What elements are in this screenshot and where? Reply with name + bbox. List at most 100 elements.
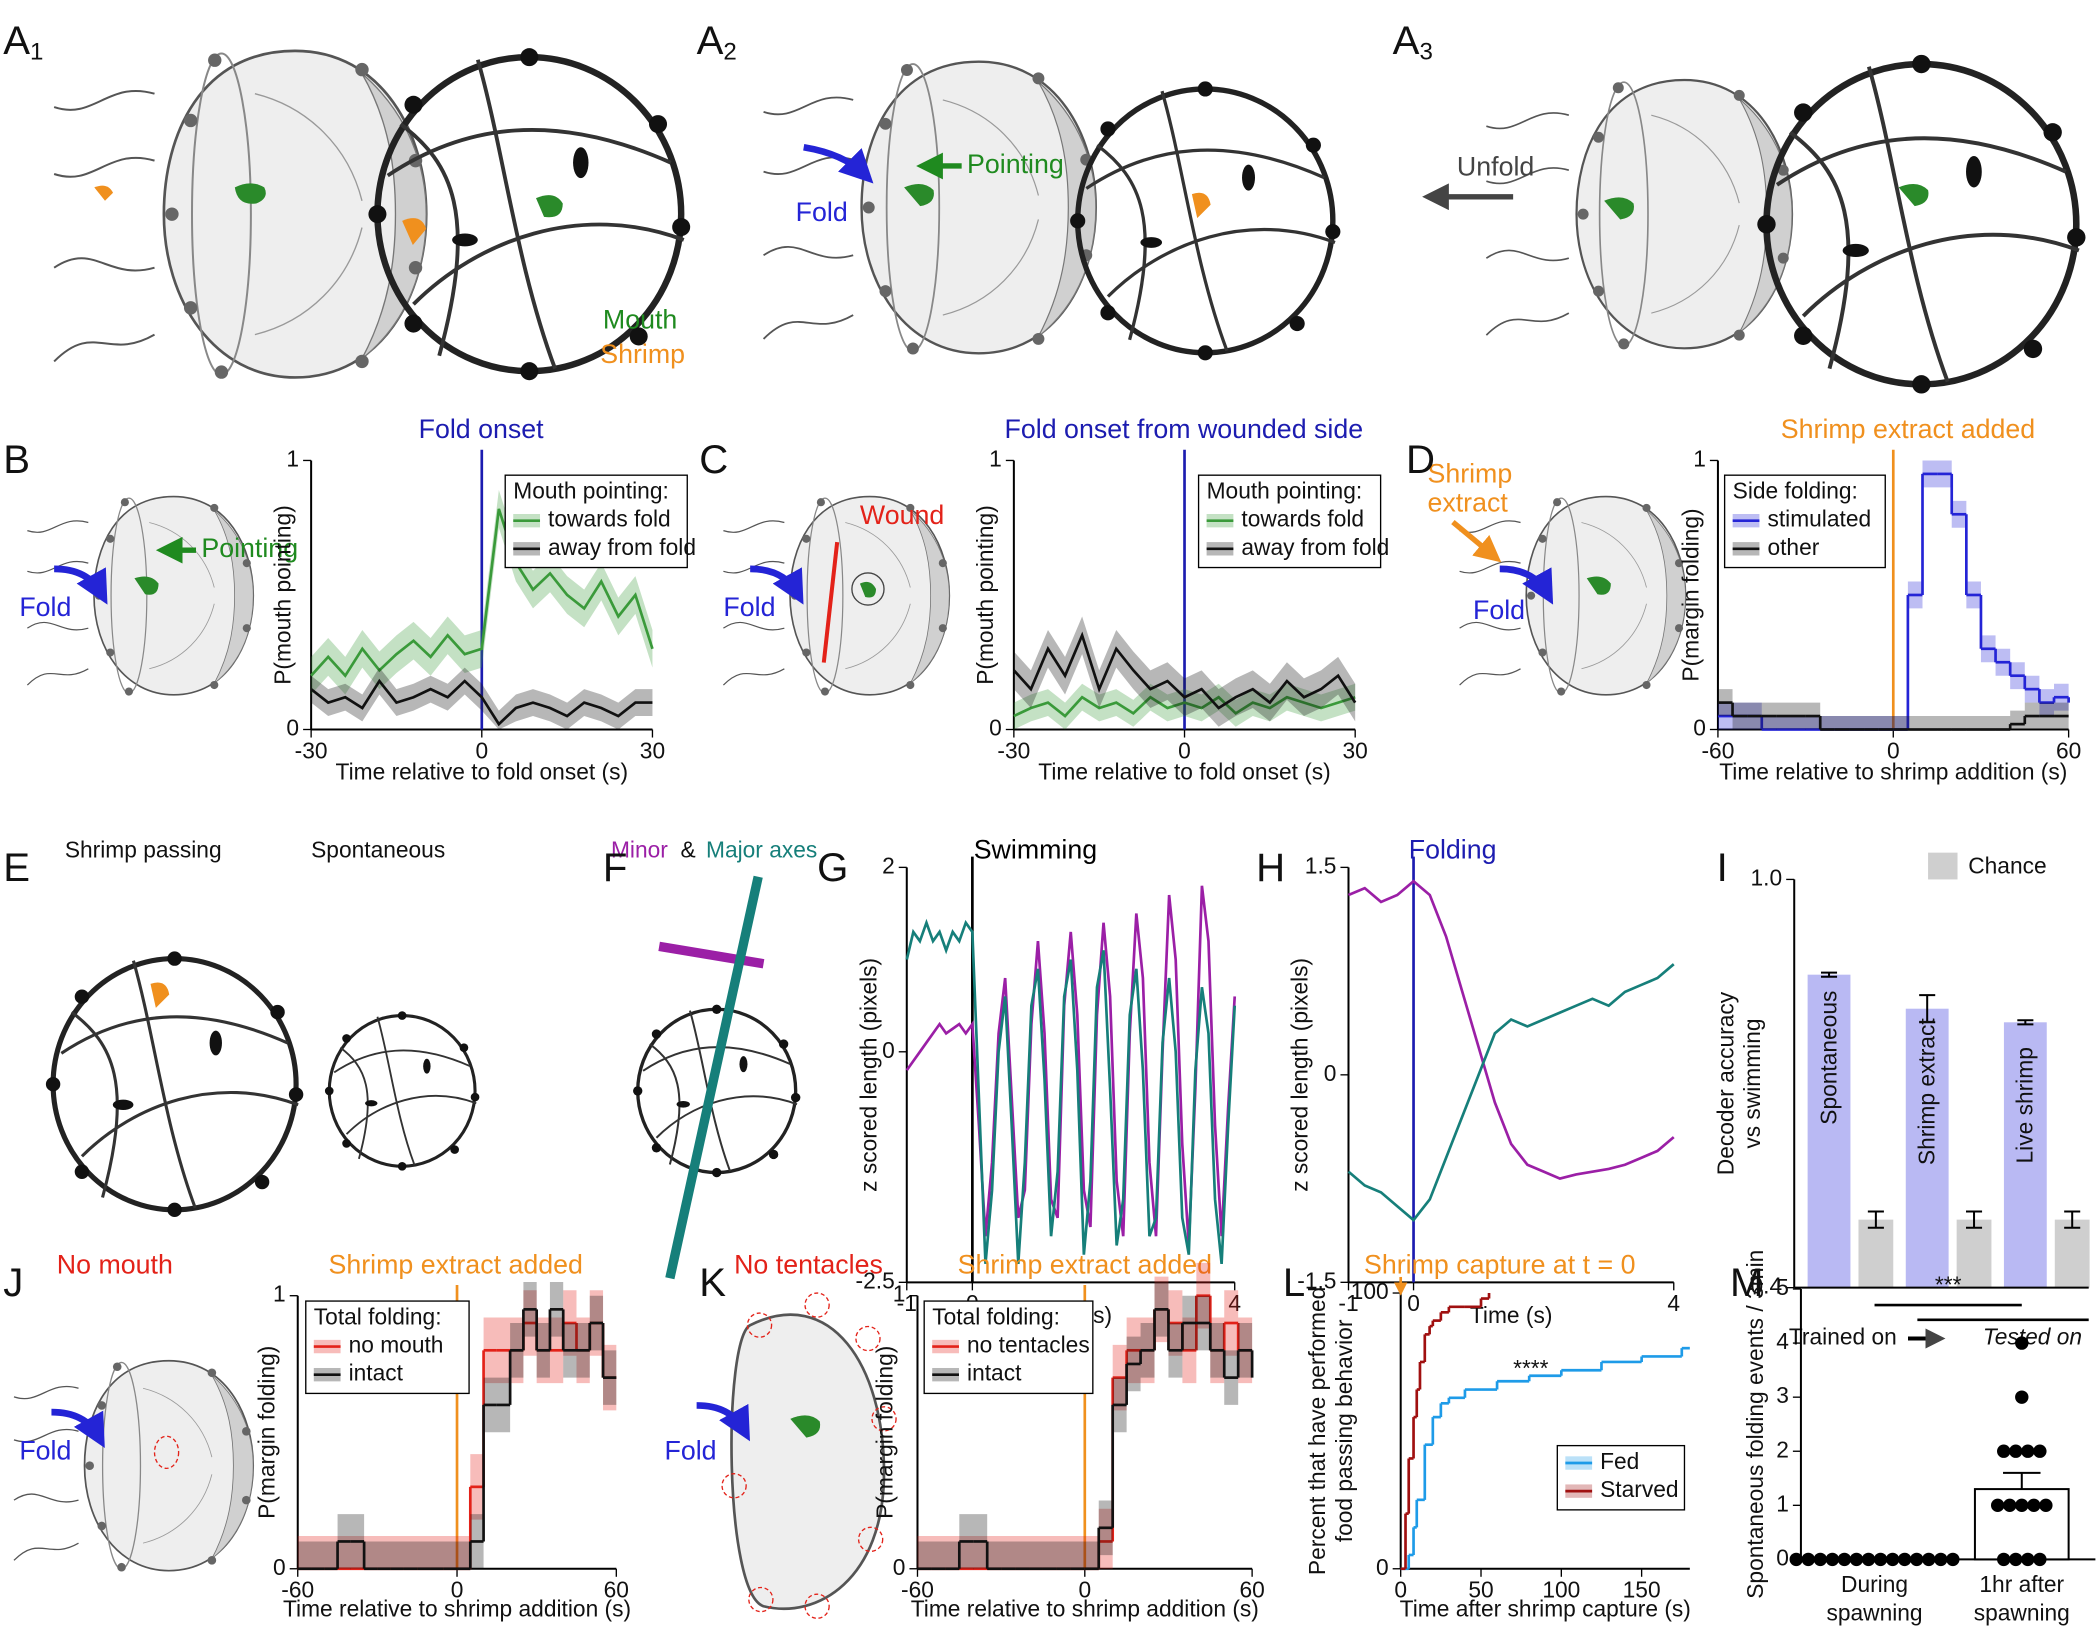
y-tick-label: 100 (1351, 1278, 1389, 1304)
y-tick-label: 5 (1776, 1274, 1789, 1300)
data-point (1997, 1552, 2011, 1567)
y-tick-label: 1 (1776, 1490, 1789, 1516)
panel-label: I (1717, 845, 1728, 890)
data-point (2015, 1336, 2029, 1350)
fold-arrow (696, 1402, 750, 1442)
x-tick-label: 30 (640, 737, 665, 763)
label: Fold (19, 1435, 71, 1465)
extract-arrow (1451, 519, 1502, 563)
mouth-marker (1604, 197, 1634, 220)
panel-letter: E (3, 845, 30, 890)
error-band (297, 1282, 617, 1569)
y-tick-label: 2 (1776, 1436, 1789, 1462)
panel-label: D (1406, 436, 1435, 481)
legend-label: no tentacles (967, 1332, 1090, 1358)
data-point (1789, 1552, 1803, 1567)
bar-label: Live shrimp (2012, 1047, 2038, 1163)
x-tick-label: 60 (2056, 737, 2081, 763)
y-tick-label: 3 (1776, 1382, 1789, 1408)
y-tick-label: 0 (989, 715, 1002, 741)
major-axis (665, 875, 763, 1280)
data-point (2027, 1498, 2041, 1513)
panel-label: A3 (1393, 17, 1433, 65)
y-tick-label: 1 (273, 1281, 286, 1307)
x-axis-label: Time (s) (1470, 1302, 1553, 1328)
label: Fold (723, 592, 775, 622)
legend-label: away from fold (1241, 534, 1389, 560)
y-axis-label: P(mouth pointing) (972, 505, 998, 685)
chart-title: Shrimp extract added (328, 1249, 582, 1279)
label: Unfold (1457, 152, 1534, 182)
data-point (1946, 1552, 1960, 1567)
y-tick-label: 1.0 (1751, 864, 1783, 890)
x-note: Trained on (1789, 1324, 1897, 1350)
y-tick-label: 0 (1324, 1060, 1337, 1086)
data-point (1861, 1552, 1876, 1567)
panel-label: L (1283, 1260, 1305, 1305)
error-band (311, 490, 653, 695)
y-axis-label: P(mouth pointing) (269, 505, 295, 685)
panel-label: A2 (697, 17, 737, 65)
circle (871, 1406, 897, 1432)
x-tick-label: 150 (1623, 1577, 1661, 1603)
panel-letter: K (699, 1260, 726, 1305)
label: & (681, 836, 696, 862)
shrimp-marker (150, 982, 170, 1008)
data-point (1934, 1552, 1948, 1567)
y-tick-label: 1 (286, 445, 299, 471)
data-point (2033, 1552, 2047, 1567)
x-axis-label: Time relative to shrimp addition (s) (1719, 759, 2067, 785)
data-point (2009, 1444, 2023, 1458)
label: Spontaneous (311, 836, 445, 862)
y-axis-label: Spontaneous folding events / 3min (1742, 1250, 1768, 1599)
bar-label: Shrimp extract (1914, 1018, 1940, 1165)
y-axis-label: P(margin folding) (872, 1346, 898, 1519)
mouth-marker (536, 195, 563, 218)
series-line (310, 678, 653, 727)
x-axis-label: Time after shrimp capture (s) (1400, 1595, 1691, 1621)
circle (721, 1473, 747, 1499)
panel-label: J (3, 1260, 23, 1305)
bar (1858, 1219, 1894, 1288)
data-point (2021, 1552, 2035, 1567)
data-point (1990, 1498, 2005, 1513)
legend-label: towards fold (548, 506, 671, 532)
panel-subscript: 2 (723, 39, 736, 66)
scan-image (46, 951, 303, 1217)
label: Wound (860, 500, 944, 530)
error-band (297, 1290, 617, 1569)
panel-letter: L (1283, 1260, 1305, 1305)
data-point (2039, 1498, 2053, 1513)
bar (1956, 1219, 1992, 1288)
data-point (1825, 1552, 1840, 1567)
scan-image (1757, 55, 2085, 394)
x-tick-label: 1hr after (1979, 1571, 2064, 1597)
label: Shrimp (600, 339, 685, 369)
bar (1807, 974, 1851, 1288)
fold-arrow (54, 565, 108, 605)
panel-letter: H (1256, 845, 1285, 890)
legend-label: other (1767, 534, 1819, 560)
legend-label: intact (349, 1360, 404, 1386)
circle (748, 1586, 774, 1613)
wound-mark (821, 541, 840, 663)
x-tick-label: 4 (1228, 1290, 1241, 1316)
y-tick-label: -2.5 (856, 1267, 895, 1293)
y-tick-label: 0 (1693, 715, 1706, 741)
series-line (1347, 963, 1675, 1222)
bar (1905, 1008, 1949, 1288)
series-line (905, 918, 1237, 1265)
x-tick-label: spawning (1974, 1599, 2070, 1625)
legend-label: towards fold (1241, 506, 1364, 532)
label: extract (1427, 488, 1508, 518)
scan-image (1070, 81, 1340, 360)
label: Shrimp passing (65, 836, 222, 862)
error-band (917, 1282, 1253, 1569)
x-tick-label: 0 (1407, 1290, 1420, 1316)
legend-swatch (1928, 852, 1958, 880)
legend-label: stimulated (1767, 506, 1871, 532)
error-band (1013, 683, 1356, 730)
mouth-marker (1586, 576, 1611, 595)
legend-title: Side folding: (1733, 478, 1858, 504)
